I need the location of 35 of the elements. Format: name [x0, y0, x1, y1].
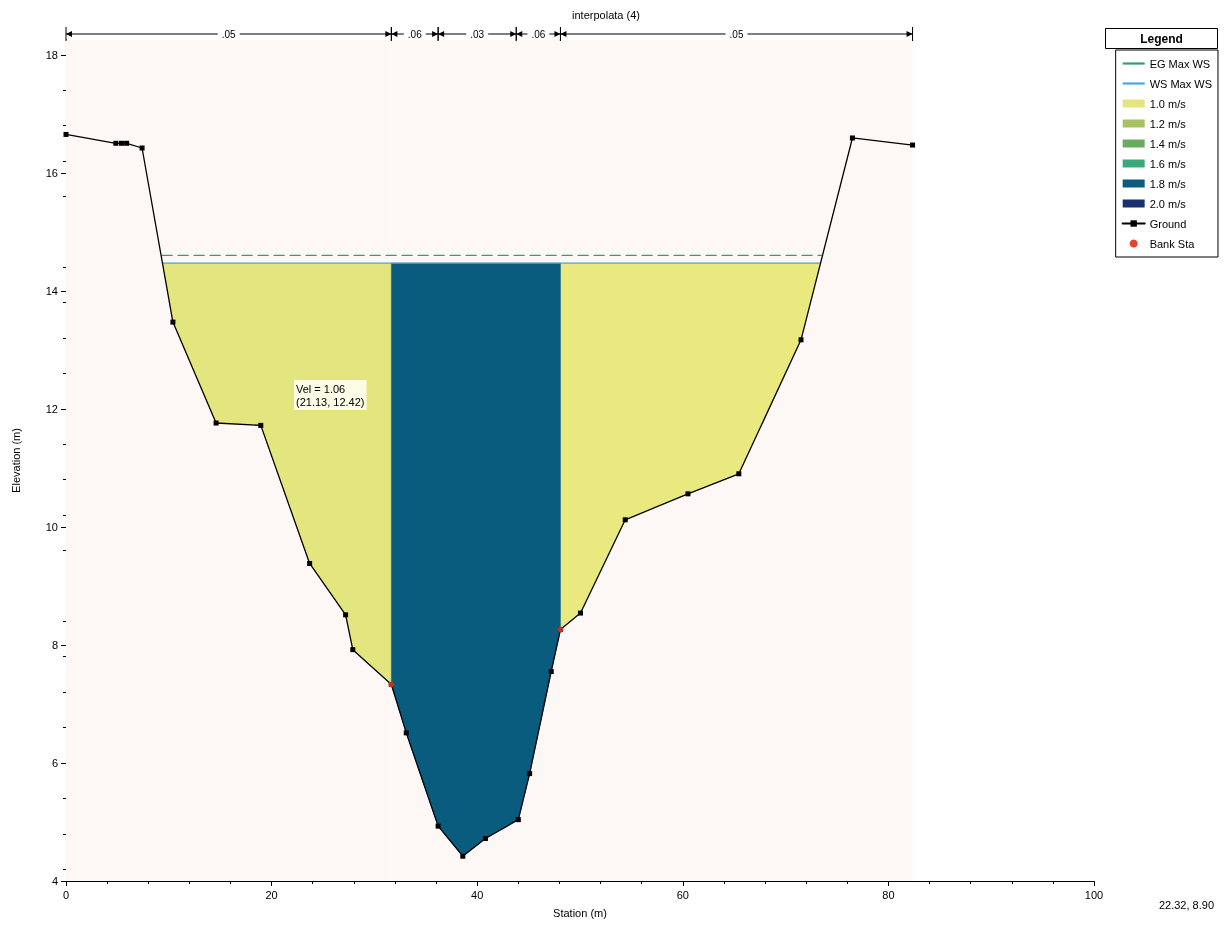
band-label: .03	[470, 28, 485, 40]
legend-label: WS Max WS	[1149, 77, 1213, 90]
x-tick-label: 60	[676, 888, 689, 901]
legend-label: Bank Sta	[1149, 237, 1196, 250]
y-tick-label: 8	[51, 638, 58, 651]
legend-label: 1.4 m/s	[1149, 137, 1187, 150]
chart-title: interpolata (4)	[572, 8, 640, 21]
y-tick-label: 16	[45, 166, 58, 179]
x-tick-label: 0	[62, 888, 70, 901]
y-tick-label: 4	[51, 875, 58, 887]
annotation: Vel = 1.06 (21.13, 12.42)	[296, 382, 365, 408]
legend-label: 1.0 m/s	[1149, 97, 1187, 110]
x-tick-label: 80	[882, 888, 895, 901]
band-label: .05	[221, 28, 237, 40]
legend-label: 1.8 m/s	[1149, 177, 1187, 190]
y-axis-title: Elevation (m)	[9, 428, 22, 493]
y-tick-label: 10	[45, 520, 58, 533]
band-label: .06	[531, 28, 546, 40]
legend-label: 1.6 m/s	[1149, 157, 1187, 170]
x-tick-label: 40	[471, 888, 484, 901]
x-tick-label: 20	[265, 888, 278, 901]
band-label: .06	[407, 28, 423, 40]
y-tick-label: 12	[45, 402, 58, 415]
text: 22.32, 8.90	[1158, 898, 1215, 911]
band-label: .05	[729, 28, 744, 40]
y-tick-label: 18	[45, 48, 58, 61]
y-tick-label: 6	[51, 756, 58, 769]
legend-label: Ground	[1149, 217, 1187, 230]
x-tick-label: 100	[1084, 888, 1104, 901]
x-axis-title: Station (m)	[553, 906, 607, 919]
y-tick-label: 14	[45, 284, 58, 297]
legend-label: 2.0 m/s	[1149, 197, 1187, 210]
legend-label: 1.2 m/s	[1149, 117, 1187, 130]
legend-label: EG Max WS	[1149, 57, 1211, 70]
legend-title: Legend	[1140, 31, 1183, 46]
